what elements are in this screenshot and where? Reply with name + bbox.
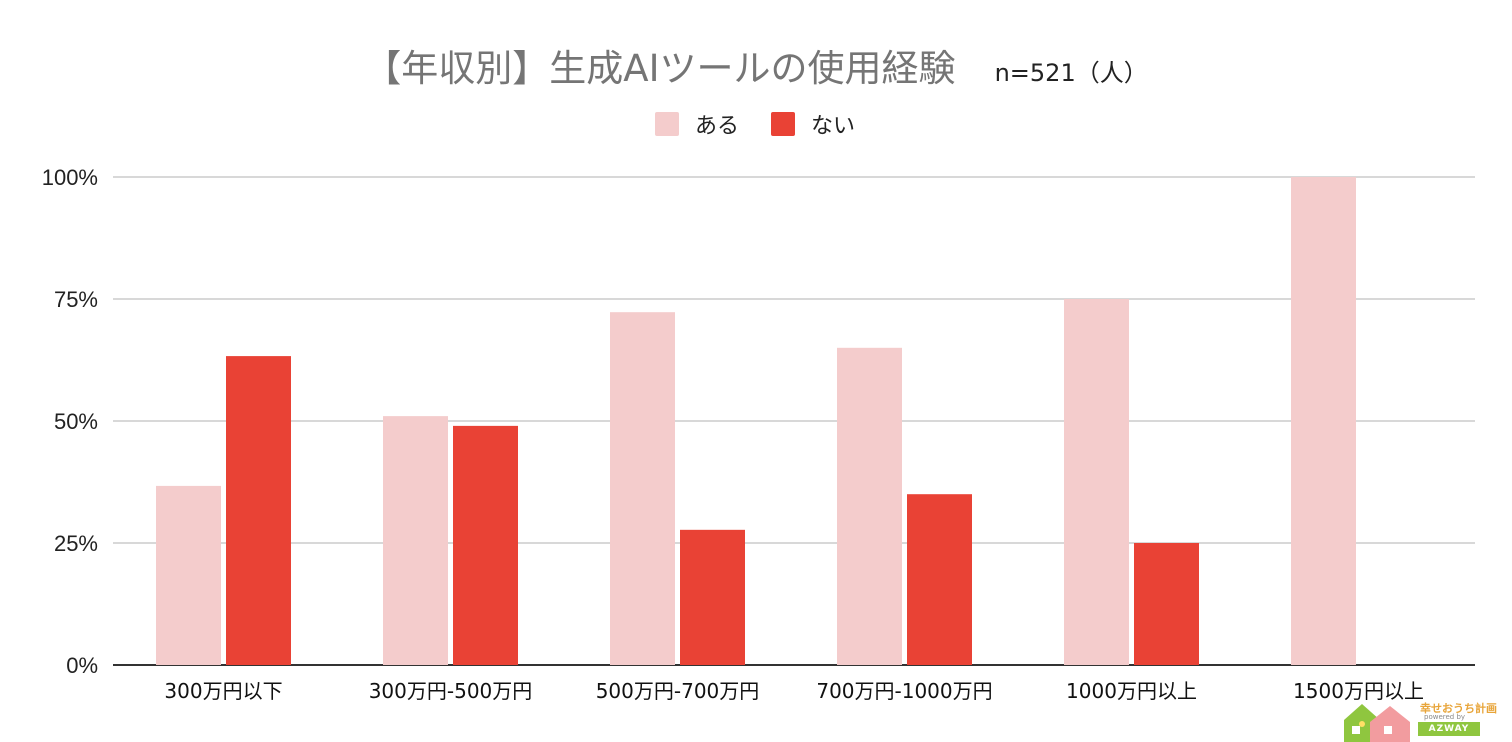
bar-aru <box>610 312 675 665</box>
legend-label-aru: ある <box>695 114 740 139</box>
chart-title-main: 【年収別】生成AIツールの使用経験 <box>364 47 956 90</box>
x-tick-label: 1500万円以上 <box>1293 679 1424 703</box>
x-tick-label: 300万円-500万円 <box>369 679 533 703</box>
bar-aru <box>837 347 902 665</box>
house-logo-icon <box>1344 704 1410 742</box>
bar-nai <box>453 425 518 665</box>
x-tick-label: 300万円以下 <box>164 679 282 703</box>
x-tick-label: 700万円-1000万円 <box>816 679 992 703</box>
y-tick-label: 50% <box>54 409 98 434</box>
legend-swatch-aru <box>655 112 679 136</box>
chart-legend: ある ない <box>655 108 887 140</box>
legend-item-aru: ある <box>655 108 739 140</box>
logo-powered-by: powered by <box>1424 713 1466 721</box>
bar-nai <box>907 494 972 665</box>
x-tick-label: 500万円-700万円 <box>596 679 760 703</box>
bar-aru <box>1291 177 1356 665</box>
y-tick-labels: 0% 25% 50% 75% 100% <box>42 165 98 678</box>
bar-nai <box>680 529 745 665</box>
brand-logo: 幸せおうち計画 powered by AZWAY <box>1340 698 1510 742</box>
bars <box>156 177 1356 665</box>
legend-swatch-nai <box>771 112 796 136</box>
logo-company: AZWAY <box>1418 722 1480 736</box>
legend-label-nai: ない <box>811 114 856 139</box>
x-tick-label: 1000万円以上 <box>1066 679 1197 703</box>
y-tick-label: 0% <box>66 653 98 678</box>
y-tick-label: 100% <box>42 165 98 190</box>
bar-aru <box>156 485 221 665</box>
bar-nai <box>1134 543 1199 665</box>
bar-aru <box>383 416 448 665</box>
bar-nai <box>226 356 291 665</box>
y-tick-label: 75% <box>54 287 98 312</box>
chart-title: 【年収別】生成AIツールの使用経験 n=521（人） <box>0 38 1512 92</box>
gridlines <box>113 176 1475 666</box>
bar-aru <box>1064 299 1129 665</box>
y-tick-label: 25% <box>54 531 98 556</box>
chart-sample-size: n=521（人） <box>994 59 1148 87</box>
legend-item-nai: ない <box>771 108 855 140</box>
logo-brand: 幸せおうち計画 <box>1420 702 1497 715</box>
x-tick-labels: 300万円以下 300万円-500万円 500万円-700万円 700万円-1000万… <box>164 679 1424 703</box>
